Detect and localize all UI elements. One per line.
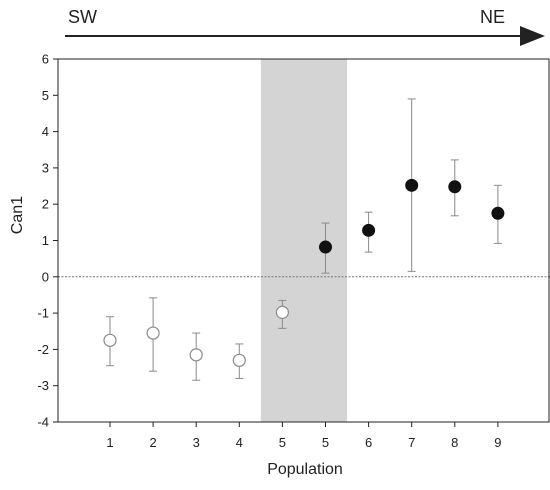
x-tick-label: 3 — [193, 435, 200, 450]
data-point-filled — [362, 223, 376, 237]
x-tick-label: 6 — [365, 435, 372, 450]
data-point-open — [232, 353, 246, 367]
data-points — [103, 178, 505, 367]
data-point-filled — [491, 206, 505, 220]
y-tick-label: -3 — [37, 378, 49, 393]
data-point-open — [189, 348, 203, 362]
x-tick-label: 1 — [106, 435, 113, 450]
shaded-region — [260, 59, 348, 422]
x-tick-label: 5 — [322, 435, 329, 450]
x-tick-label: 2 — [149, 435, 156, 450]
y-tick-label: -1 — [37, 306, 49, 321]
x-tick-label: 7 — [408, 435, 415, 450]
direction-start-label: SW — [68, 7, 97, 27]
data-point-filled — [448, 180, 462, 194]
x-axis-ticks: 1 2 3 4 5 5 6 7 8 9 — [106, 422, 502, 450]
data-point-open — [103, 333, 117, 347]
y-tick-label: 3 — [42, 160, 49, 175]
y-tick-label: 6 — [42, 52, 49, 67]
data-point-filled — [319, 240, 332, 254]
y-tick-label: 4 — [42, 124, 49, 139]
y-tick-label: 2 — [42, 197, 49, 212]
y-tick-label: 0 — [42, 269, 49, 284]
plot-frame — [57, 58, 550, 423]
x-tick-label: 9 — [494, 435, 501, 450]
x-tick-label: 4 — [236, 435, 243, 450]
y-tick-label: 1 — [42, 233, 49, 248]
data-point-filled — [405, 178, 419, 192]
data-point-open — [146, 326, 160, 340]
x-tick-label: 5 — [279, 435, 286, 450]
data-point-open — [275, 305, 289, 319]
y-axis-title: Can1 — [9, 196, 26, 234]
y-tick-label: -2 — [37, 342, 49, 357]
direction-arrow-head — [520, 26, 545, 46]
y-axis-ticks: -4 -3 -2 -1 0 1 2 3 4 5 6 — [37, 52, 58, 430]
direction-end-label: NE — [480, 7, 505, 27]
y-tick-label: 5 — [42, 88, 49, 103]
y-tick-label: -4 — [37, 415, 49, 430]
x-axis-title: Population — [267, 461, 343, 478]
x-tick-label: 8 — [451, 435, 458, 450]
